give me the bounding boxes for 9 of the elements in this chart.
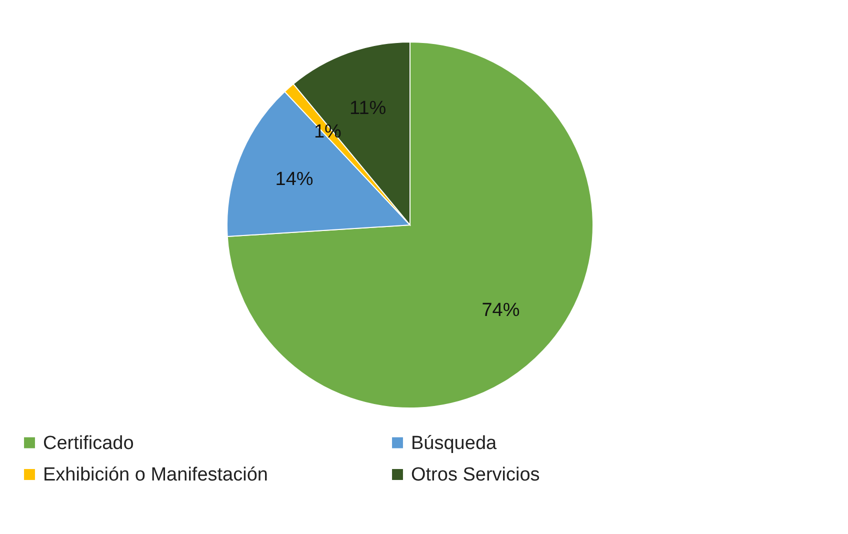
legend-label: Exhibición o Manifestación <box>43 464 268 486</box>
data-label: 14% <box>275 169 314 190</box>
legend-label: Otros Servicios <box>411 464 540 486</box>
legend-label: Certificado <box>43 432 134 454</box>
pie-slice <box>226 42 594 408</box>
data-label: 1% <box>314 122 342 143</box>
data-label: 74% <box>482 300 520 322</box>
data-label: 11% <box>350 98 386 119</box>
legend-label: Búsqueda <box>411 432 498 454</box>
